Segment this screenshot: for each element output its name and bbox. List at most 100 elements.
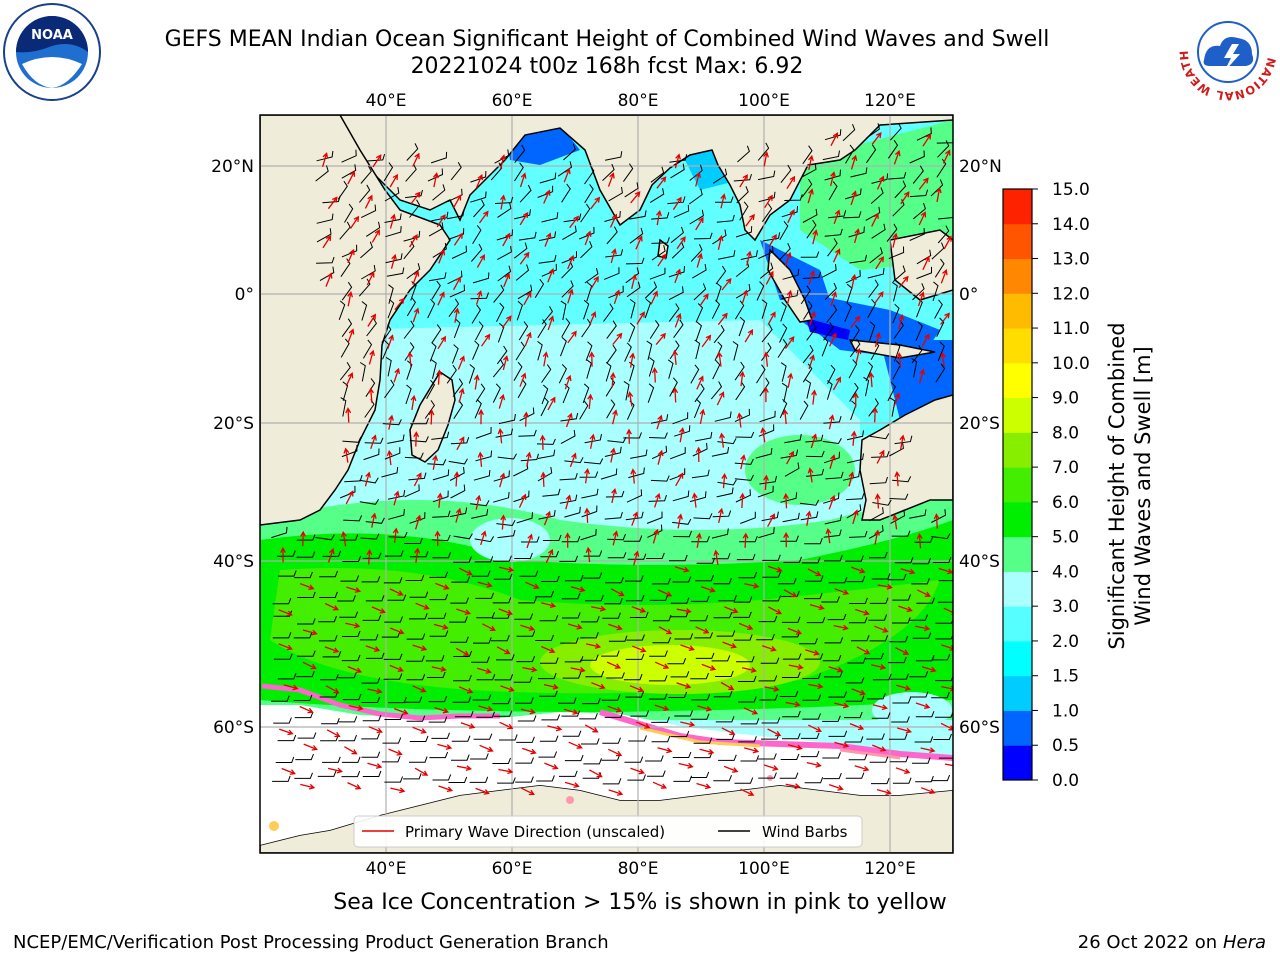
wind-barb	[781, 616, 801, 623]
wave-arrow	[784, 251, 792, 267]
wave-arrow	[568, 741, 583, 749]
wind-barb	[759, 410, 776, 423]
wind-barb	[476, 674, 496, 681]
wind-barb	[341, 654, 361, 662]
wave-arrow	[920, 747, 936, 754]
wind-barb	[449, 616, 468, 623]
wind-barb	[845, 772, 865, 779]
wave-arrow	[763, 474, 769, 491]
wind-barb	[740, 511, 756, 524]
wind-barb	[822, 654, 842, 662]
wave-arrow	[918, 211, 927, 226]
wave-arrow	[453, 276, 461, 291]
wind-barb	[779, 690, 799, 697]
wind-barb	[405, 163, 417, 182]
wave-arrow	[563, 167, 571, 183]
wind-barb	[454, 711, 474, 718]
wind-barb	[342, 436, 362, 443]
wave-arrow	[608, 748, 623, 757]
wind-barb	[652, 637, 672, 644]
wave-arrow	[412, 270, 420, 285]
wind-barb	[868, 524, 884, 539]
wind-barb	[738, 696, 757, 703]
wind-barb	[581, 488, 599, 499]
map-legend: Primary Wave Direction (unscaled) Wind B…	[353, 815, 863, 848]
wave-arrow	[808, 270, 816, 285]
wind-barb	[871, 712, 891, 719]
wind-barb	[869, 433, 890, 440]
wind-barb	[432, 510, 451, 518]
wind-barb	[538, 510, 556, 520]
wave-arrow	[812, 229, 819, 245]
wind-barb	[451, 735, 471, 742]
wave-arrow	[787, 627, 803, 635]
wind-barb	[802, 344, 814, 364]
wave-arrow	[626, 428, 632, 444]
wave-arrow	[436, 214, 446, 228]
wind-barb	[937, 225, 950, 244]
wind-barb	[453, 400, 464, 419]
wind-barb	[828, 577, 848, 584]
wave-arrow	[657, 747, 673, 754]
wave-arrow	[674, 312, 682, 328]
wind-barb	[761, 324, 773, 343]
wind-barb	[758, 527, 775, 539]
wind-barb	[779, 772, 799, 779]
wind-barb	[693, 398, 701, 419]
wind-barb	[694, 339, 701, 360]
wave-arrow	[609, 372, 616, 388]
wind-barb	[341, 318, 353, 337]
wind-barb	[828, 181, 838, 201]
wind-barb	[894, 180, 907, 199]
wave-arrow	[654, 704, 670, 712]
wind-barb	[564, 574, 584, 582]
wind-barb	[802, 271, 822, 279]
wind-barb	[559, 770, 578, 777]
wind-barb	[690, 244, 703, 262]
wave-arrow	[364, 194, 373, 209]
wind-barb	[318, 635, 338, 642]
wave-arrow	[786, 289, 793, 305]
colorbar-segment	[1003, 571, 1032, 607]
wind-barb	[823, 322, 834, 341]
wave-arrow	[784, 335, 795, 349]
wind-barb	[519, 570, 539, 577]
wind-barb	[499, 734, 518, 741]
wind-barb	[432, 469, 450, 481]
wave-arrow	[716, 391, 725, 406]
wave-arrow	[695, 446, 702, 463]
wind-barb	[365, 652, 385, 659]
wind-barb	[734, 634, 753, 641]
wind-barb	[848, 359, 858, 379]
wind-barb	[780, 302, 787, 322]
wind-barb	[889, 442, 904, 457]
wind-barb	[648, 494, 667, 502]
wind-barb	[715, 716, 735, 723]
wind-barb	[805, 450, 825, 458]
wind-barb	[537, 319, 547, 339]
wave-arrow	[744, 329, 754, 343]
wind-barb	[824, 129, 842, 141]
wind-barb	[387, 434, 405, 444]
wind-barb	[563, 143, 576, 161]
wind-barb	[757, 485, 774, 498]
wave-arrow	[453, 307, 460, 323]
wave-arrow	[807, 188, 814, 204]
wind-barb	[384, 776, 404, 783]
wave-arrow	[412, 307, 420, 323]
wind-barb	[931, 242, 945, 260]
wind-barb	[403, 230, 421, 242]
wave-arrow	[828, 783, 844, 791]
wave-arrow	[518, 493, 527, 508]
wind-barb	[561, 710, 581, 717]
lat-label-left: 0°	[235, 285, 254, 305]
wind-barb	[541, 384, 549, 405]
wind-barb	[272, 775, 291, 782]
wave-arrow	[502, 232, 511, 247]
wind-barb	[736, 186, 749, 204]
wind-barb	[517, 284, 533, 300]
wind-barb	[340, 258, 351, 277]
wave-arrow	[629, 352, 636, 368]
wind-barb	[384, 379, 395, 399]
wind-barb	[564, 754, 584, 762]
